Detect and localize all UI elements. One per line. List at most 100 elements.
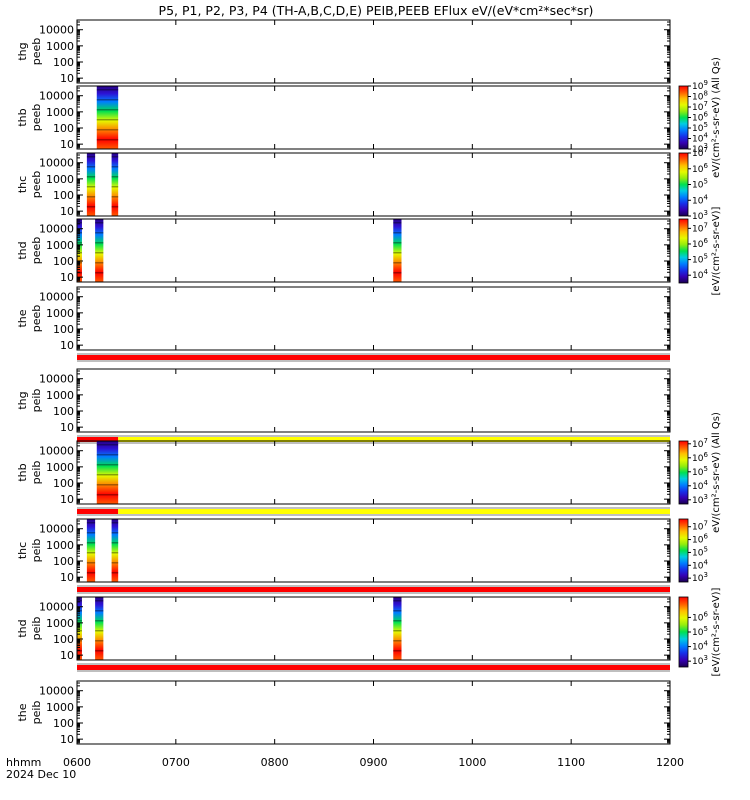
x-tick-label: 1200 [656, 756, 684, 769]
spectrogram-bin-line [77, 242, 82, 244]
colorbar-tick-label: 107 [692, 146, 708, 159]
colorbar-thd-peeb: 104 105 106 107 [eV/(cm²-s-sr-eV)] [678, 206, 722, 295]
colorbar-tick-label: 106 [692, 533, 708, 546]
colorbar-tick-label: 104 [692, 479, 708, 492]
panel-probe-label: thg [16, 391, 29, 409]
x-tick-label: 1100 [557, 756, 585, 769]
y-tick-label: 100 [53, 189, 74, 202]
panel-product-label: peib [30, 461, 43, 485]
colorbar-thc-peeb: 103 104 105 106 107 [678, 146, 708, 222]
spectrogram-bin-line [86, 176, 96, 178]
panel-product-label: peeb [30, 305, 43, 333]
y-tick-label: 10000 [39, 373, 74, 386]
y-tick-label: 10000 [39, 523, 74, 536]
spectrogram-bin-line [393, 232, 402, 234]
spectrogram-bin-line [111, 522, 119, 524]
spectrogram-block [393, 597, 402, 660]
spectrogram-bin-line [96, 484, 119, 486]
panel-product-label: peib [30, 389, 43, 413]
spectrogram-bin-line [86, 522, 96, 524]
y-tick-label: 10000 [39, 24, 74, 37]
spectrogram-bin-line [95, 252, 104, 254]
y-tick-label: 10000 [39, 90, 74, 103]
y-tick-label: 10 [60, 649, 74, 662]
colorbar-label: eV/(cm²-s-sr-eV) (All Qs) [711, 412, 722, 533]
panel-frame [76, 218, 671, 283]
colorbar-tick-label: 105 [692, 625, 708, 638]
y-tick-label: 100 [53, 555, 74, 568]
spectrogram-bin-line [96, 464, 119, 466]
colorbar-tick-label: 106 [692, 111, 708, 124]
colorbar-tick-label: 103 [692, 209, 708, 222]
panel-probe-label: the [16, 309, 29, 327]
y-tick-label: 1000 [46, 461, 74, 474]
spectrogram-bin-line [95, 620, 104, 622]
y-tick-label: 10 [60, 571, 74, 584]
colorbar-tick-label: 107 [692, 437, 708, 450]
panel-probe-label: thb [16, 463, 29, 481]
panel-frame [76, 680, 671, 745]
y-tick-label: 1000 [46, 239, 74, 252]
time-axis-label: hhmm [6, 756, 41, 769]
panel-tha-peib: 10 100 1000 10000 thg peib [16, 368, 671, 444]
colorbar-tick-label: 104 [692, 268, 708, 281]
spectrogram-bin-line [95, 272, 104, 274]
colorbar-strip [678, 152, 689, 217]
spectrogram-block [77, 597, 82, 660]
spectrogram-bin-line [86, 562, 96, 564]
spectrogram-bin-line [95, 610, 104, 612]
spectrogram-bin-line [95, 630, 104, 632]
spectrogram-bin-line [393, 272, 402, 274]
spectrogram-bin-line [96, 474, 119, 476]
colorbar-tick-label: 106 [692, 451, 708, 464]
spectrogram-bin-line [96, 129, 119, 131]
y-tick-label: 100 [53, 477, 74, 490]
colorbar-tick-label: 104 [692, 640, 708, 653]
colorbar-strip [678, 218, 689, 284]
y-tick-label: 100 [53, 633, 74, 646]
spectrogram-bin-line [86, 552, 96, 554]
colorbar-tick-label: 108 [692, 90, 708, 103]
spectrogram-bin-line [393, 610, 402, 612]
colorbar-tick-label: 105 [692, 465, 708, 478]
panel-the-peib: 10 100 1000 10000 the peib [16, 680, 671, 746]
spectrogram-bin-line [95, 600, 104, 602]
colorbar-strip [678, 440, 689, 505]
panel-frame [76, 85, 671, 150]
spectrogram-bin-line [96, 494, 119, 496]
panel-probe-label: thc [16, 542, 29, 559]
flag-bar [77, 587, 670, 592]
spectrogram-bin-line [111, 552, 119, 554]
colorbar-tick-label: 103 [692, 654, 708, 667]
colorbar-tick-label: 104 [692, 558, 708, 571]
panel-product-label: peib [30, 617, 43, 641]
spectrogram-bin-line [96, 89, 119, 91]
x-tick-label: 1000 [458, 756, 486, 769]
colorbar-tick-label: 107 [692, 520, 708, 533]
y-tick-label: 10 [60, 271, 74, 284]
y-tick-label: 1000 [46, 40, 74, 53]
spectrogram-bin-line [111, 562, 119, 564]
spectrogram-bin-line [111, 196, 119, 198]
colorbar-tick-label: 105 [692, 545, 708, 558]
panel-probe-label: the [16, 703, 29, 721]
panel-thd-peeb: 10 100 1000 10000 thd peeb [16, 218, 671, 284]
y-tick-label: 100 [53, 323, 74, 336]
spectrogram-block [96, 441, 119, 504]
panel-product-label: peeb [30, 237, 43, 265]
panel-tha-peeb: 10 100 1000 10000 thg peeb [16, 19, 671, 85]
spectrogram-bin-line [111, 156, 119, 158]
spectrogram-bin-line [393, 600, 402, 602]
spectrogram-bin-line [86, 166, 96, 168]
colorbar-strip [678, 596, 689, 668]
colorbar-tick-label: 109 [692, 79, 708, 92]
panel-probe-label: thg [16, 42, 29, 60]
spectrogram-bin-line [111, 176, 119, 178]
y-tick-label: 10 [60, 421, 74, 434]
panel-frame [76, 596, 671, 661]
flag-bar [77, 355, 670, 360]
colorbar-tick-label: 103 [692, 571, 708, 584]
colorbar-tick-label: 105 [692, 253, 708, 266]
